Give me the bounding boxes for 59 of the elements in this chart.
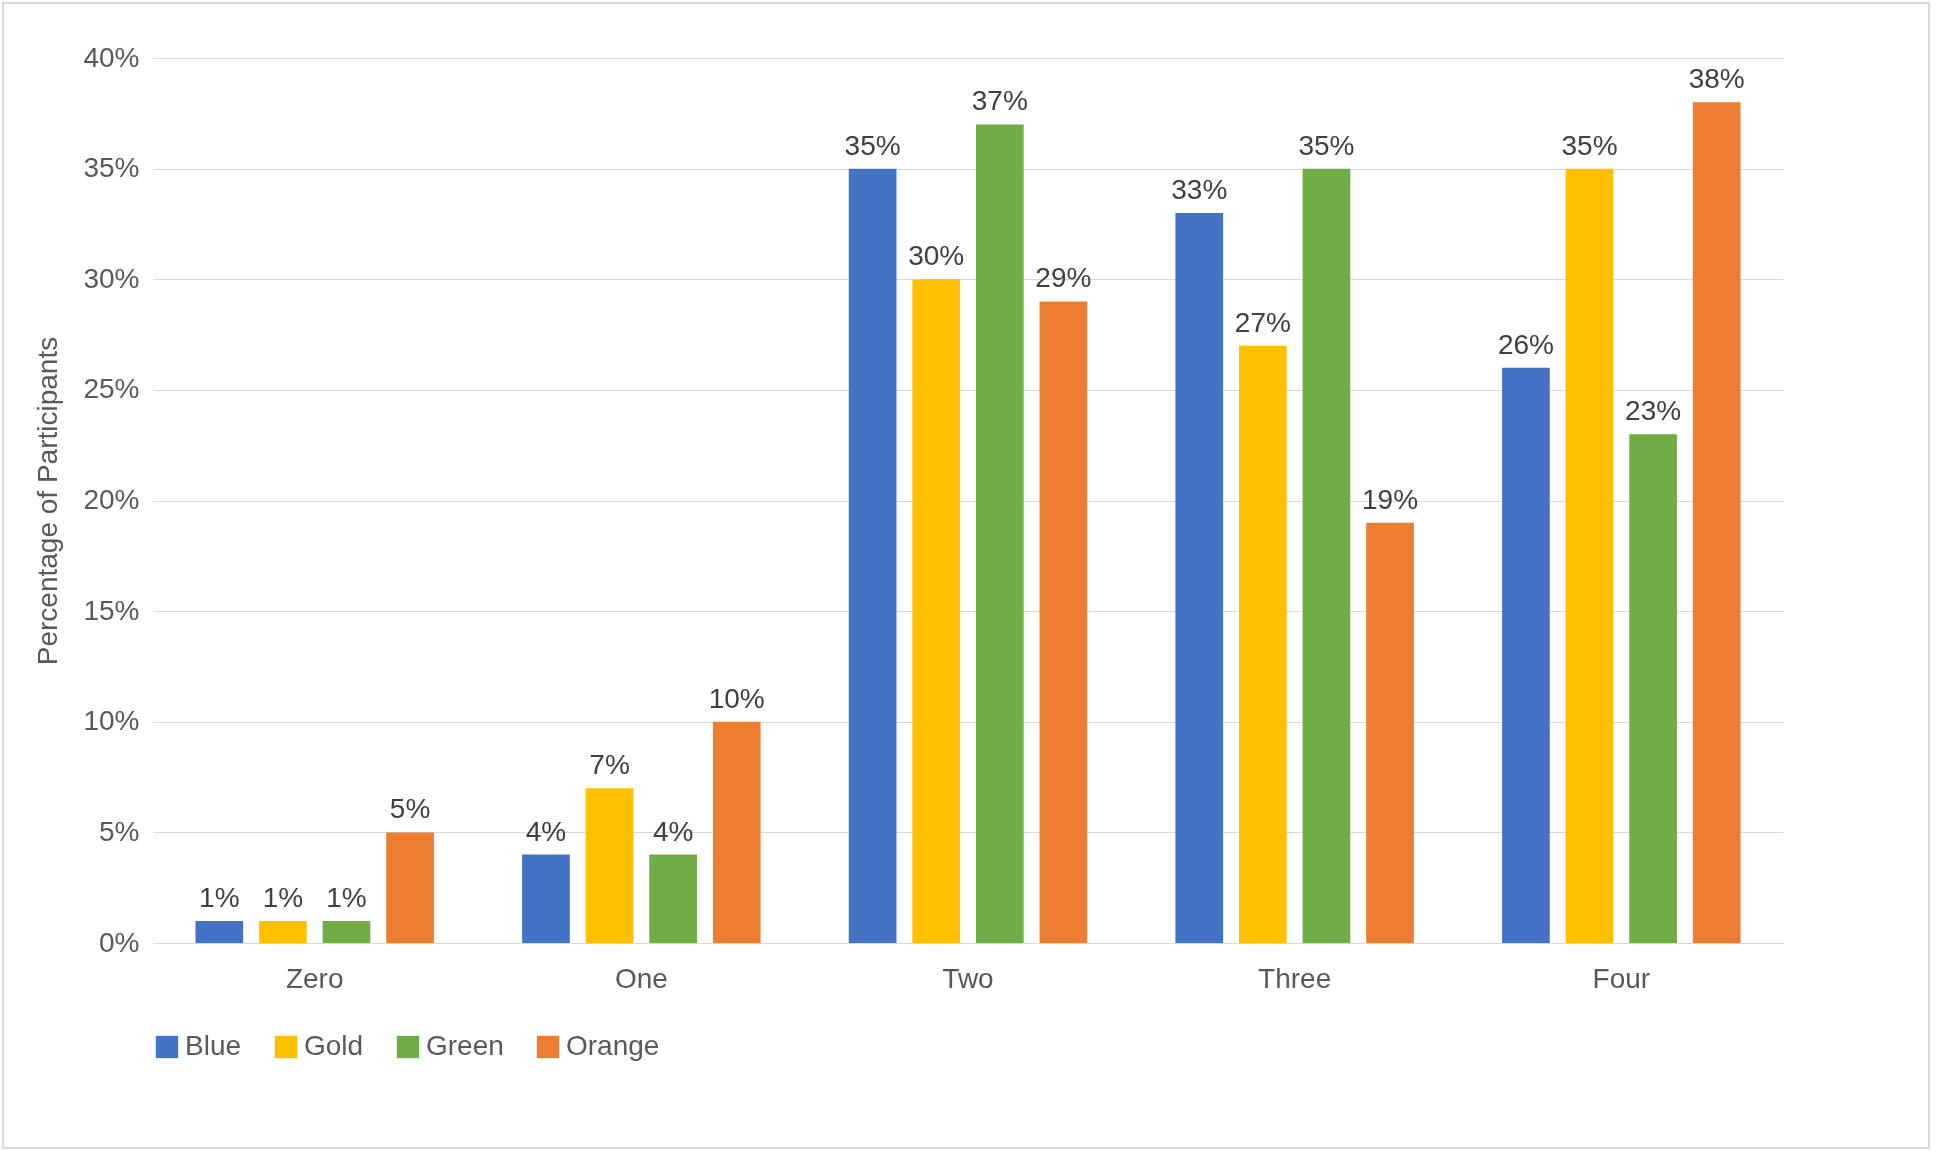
y-tick-label: 10% [83,705,140,737]
bar [386,832,434,943]
data-label: 1% [262,881,304,913]
bar [522,854,570,943]
data-label: 4% [652,815,694,847]
data-label: 35% [1298,129,1355,161]
legend-label: Orange [566,1030,660,1061]
data-label: 35% [844,129,901,161]
bar [1039,301,1088,943]
data-label: 5% [389,793,431,825]
y-tick-label: 35% [83,152,140,184]
bar [1239,345,1287,943]
legend-label: Gold [304,1030,364,1061]
bar [1366,522,1414,943]
bar [1502,367,1550,943]
data-label: 7% [589,749,630,781]
data-label: 37% [971,85,1028,117]
bar [322,920,371,943]
y-tick-label: 25% [83,373,140,405]
y-tick-label: 40% [83,41,140,73]
bar [712,721,761,943]
data-label: 1% [326,881,367,913]
bar [649,854,697,943]
bar [1629,434,1677,943]
data-label: 29% [1035,262,1092,294]
x-tick-label: Two [942,962,994,994]
legend-label: Blue [185,1030,242,1061]
y-tick-label: 30% [83,262,140,294]
bar [1565,168,1614,943]
y-tick-label: 0% [99,926,140,958]
legend-label: Green [426,1030,504,1061]
y-tick-label: 15% [83,594,140,626]
bar [848,168,897,943]
data-label: 33% [1171,173,1228,205]
data-label: 1% [199,881,240,913]
data-label: 27% [1234,306,1291,338]
bar [912,279,961,943]
bar [975,124,1024,943]
data-label: 30% [908,240,965,272]
bar [195,920,244,943]
x-tick-label: Zero [285,962,344,994]
y-tick-label: 5% [99,815,140,847]
x-tick-label: One [614,962,668,994]
x-tick-label: Three [1258,962,1332,994]
y-tick-label: 20% [83,484,140,515]
bar [1175,212,1224,943]
data-label: 23% [1625,395,1682,427]
data-label: 10% [708,682,765,714]
data-label: 26% [1497,328,1554,360]
x-tick-label: Four [1592,962,1651,994]
data-label: 19% [1362,483,1419,515]
data-label: 35% [1561,129,1618,161]
bar [1692,102,1741,943]
bar [585,788,634,943]
y-axis-title: Percentage of Participants [32,336,64,666]
data-label: 4% [525,815,567,847]
bar [259,920,307,943]
bar [1302,168,1351,943]
data-label: 38% [1688,63,1745,95]
